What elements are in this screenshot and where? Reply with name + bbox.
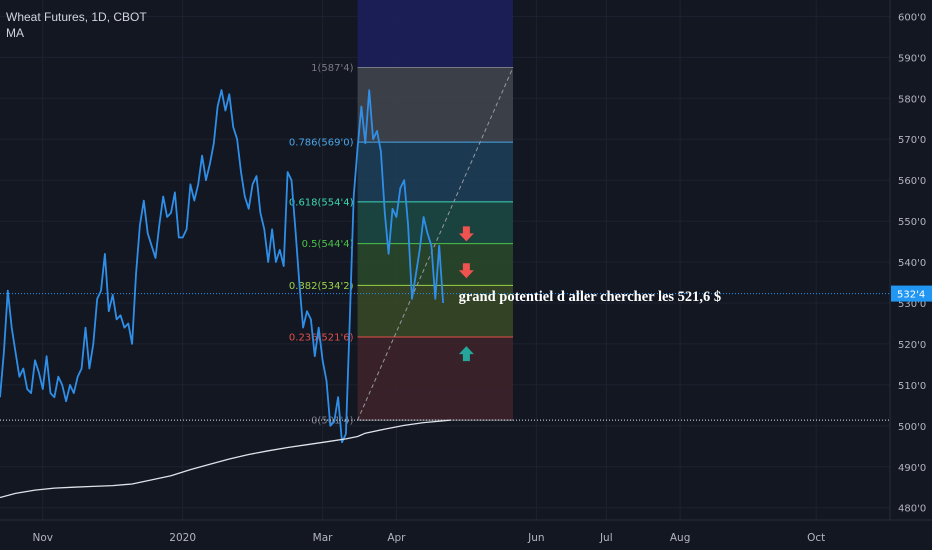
time-tick-label: Aug	[670, 532, 691, 544]
fib-level-label: 0.618(554'4)	[289, 197, 354, 208]
fib-level-label: 0.236(521'6)	[289, 332, 354, 343]
current-price-label: 532'4	[897, 290, 925, 301]
fib-zone	[357, 336, 514, 421]
annotation-text[interactable]: grand potentiel d aller chercher les 521…	[459, 289, 722, 305]
price-tick-label: 530'0	[898, 299, 926, 310]
fib-level-label: 0.382(534'2)	[289, 281, 354, 292]
fib-zone	[357, 67, 514, 143]
price-tick-label: 510'0	[898, 381, 926, 392]
symbol-title[interactable]: Wheat Futures, 1D, CBOT	[6, 10, 147, 24]
price-axis[interactable]: 600'0 590'0 580'0 570'0 560'0 550'0 540'0 530'0…	[889, 0, 932, 550]
fib-zone-top	[357, 0, 514, 68]
fib-level-label: 0(501'4)	[311, 416, 353, 427]
fibonacci-retracement[interactable]: 1(587'4) 0.786(569'0) 0.618(554'4) 0.5(544'…	[289, 0, 514, 427]
overlays: grand potentiel d aller chercher les 521…	[0, 226, 932, 421]
time-axis-background	[0, 520, 932, 550]
price-tick-label: 520'0	[898, 340, 926, 351]
time-tick-label: Nov	[33, 532, 54, 544]
price-tick-label: 560'0	[898, 176, 926, 187]
time-tick-label: 2020	[169, 532, 196, 544]
time-axis[interactable]: Nov 2020 Mar Apr Jun Jul Aug Oct	[0, 519, 932, 550]
arrow-down-icon[interactable]	[458, 226, 474, 242]
indicator-label[interactable]: MA	[6, 26, 24, 40]
time-tick-label: Oct	[807, 532, 825, 544]
price-tick-label: 490'0	[898, 463, 926, 474]
time-tick-label: Apr	[387, 532, 406, 544]
price-tick-label: 500'0	[898, 422, 926, 433]
fib-level-label: 0.786(569'0)	[289, 138, 354, 149]
fib-level-label: 0.5(544'4)	[302, 239, 354, 250]
price-tick-label: 480'0	[898, 504, 926, 515]
price-tick-label: 540'0	[898, 258, 926, 269]
arrow-up-icon[interactable]	[458, 346, 474, 362]
current-price-tag	[891, 285, 932, 302]
series-layer	[0, 89, 451, 499]
arrow-down-icon[interactable]	[458, 263, 474, 279]
chart-legend: Wheat Futures, 1D, CBOT MA	[6, 9, 147, 41]
time-tick-label: Mar	[313, 532, 333, 544]
price-tick-label: 580'0	[898, 94, 926, 105]
price-series-line[interactable]	[0, 89, 444, 444]
price-tick-label: 570'0	[898, 135, 926, 146]
price-tick-label: 590'0	[898, 53, 926, 64]
fib-zone	[357, 201, 514, 244]
fib-zone	[357, 243, 514, 286]
price-axis-background	[890, 0, 932, 550]
time-tick-label: Jun	[527, 532, 544, 544]
time-tick-label: Jul	[599, 532, 613, 544]
moving-average-line[interactable]	[0, 419, 451, 499]
price-tick-label: 600'0	[898, 12, 926, 23]
fib-trend-line[interactable]	[357, 67, 514, 421]
price-tick-label: 550'0	[898, 217, 926, 228]
fib-level-label: 1(587'4)	[311, 63, 353, 74]
